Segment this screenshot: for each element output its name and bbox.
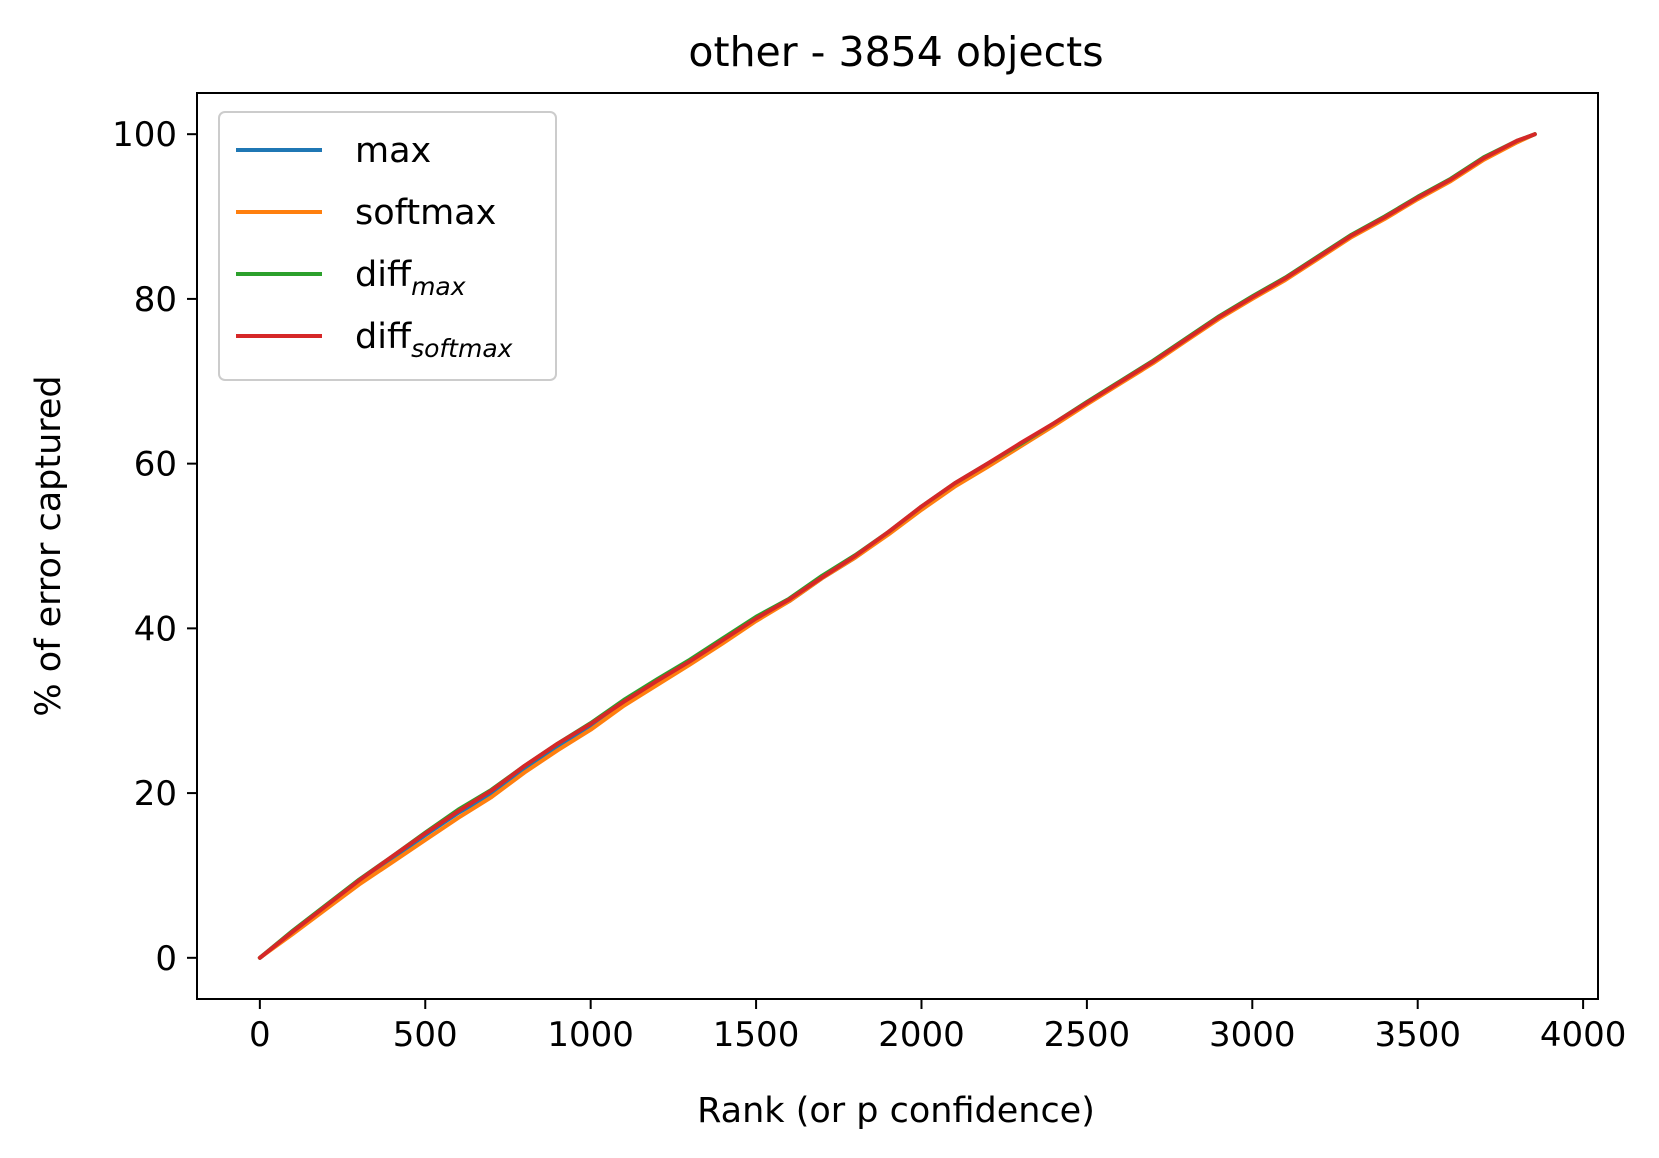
x-tick-label: 4000 — [1540, 1015, 1627, 1055]
x-tick-label: 0 — [249, 1015, 271, 1055]
x-tick-label: 1500 — [713, 1015, 800, 1055]
legend-label-max: max — [355, 131, 431, 171]
x-axis: 0 500 1000 1500 2000 2500 3000 3500 4000 — [249, 999, 1626, 1055]
y-tick-label: 0 — [155, 939, 177, 979]
x-tick-label: 1000 — [547, 1015, 634, 1055]
legend-label-softmax: softmax — [355, 193, 496, 233]
plot-frame — [196, 92, 1599, 1000]
legend-box — [218, 111, 557, 381]
y-axis-label: % of error captured — [29, 375, 69, 716]
x-tick-label: 2000 — [878, 1015, 965, 1055]
chart-title: other - 3854 objects — [688, 28, 1103, 76]
y-axis: 0 20 40 60 80 100 — [112, 115, 197, 979]
x-tick-label: 3500 — [1374, 1015, 1461, 1055]
series-layer — [257, 132, 1537, 960]
y-tick-label: 40 — [134, 609, 177, 649]
y-tick-label: 60 — [134, 445, 177, 485]
y-tick-label: 20 — [134, 774, 177, 814]
x-tick-label: 2500 — [1044, 1015, 1131, 1055]
series-line-diff-softmax — [257, 132, 1537, 960]
x-tick-label: 500 — [393, 1015, 458, 1055]
y-tick-label: 80 — [134, 280, 177, 320]
y-tick-label: 100 — [112, 115, 177, 155]
x-axis-label: Rank (or p confidence) — [697, 1091, 1095, 1131]
x-tick-label: 3000 — [1209, 1015, 1296, 1055]
